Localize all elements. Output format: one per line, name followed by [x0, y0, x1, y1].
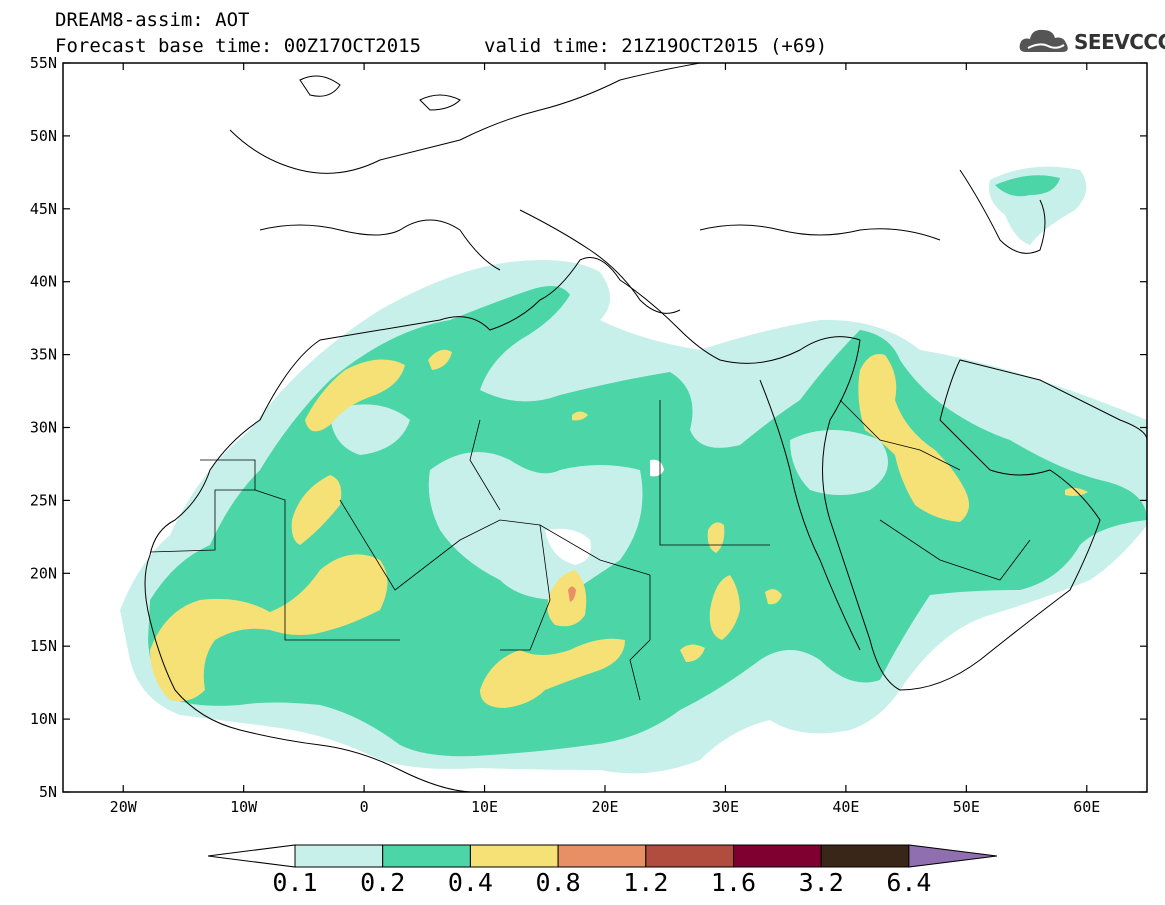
forecast-base-time: Forecast base time: 00Z17OCT2015 — [55, 35, 422, 57]
lon-label: 10W — [230, 798, 258, 816]
colorbar-box — [469, 844, 559, 868]
aot-clean-1 — [545, 528, 591, 565]
aot-high-sudan-2 — [709, 575, 740, 640]
lat-label: 25N — [30, 491, 57, 509]
lat-label: 40N — [30, 273, 57, 291]
lat-label: 45N — [30, 200, 57, 218]
aot-high-algeria — [305, 359, 405, 432]
colorbar-label: 1.2 — [623, 868, 668, 897]
lat-label: 15N — [30, 637, 57, 655]
coastlines — [144, 63, 1147, 792]
aot-field — [120, 63, 1147, 792]
axis-ticks — [63, 62, 1147, 793]
colorbar-low-arrow — [207, 844, 296, 868]
colorbar-high-arrow — [908, 844, 997, 868]
lon-label: 50E — [953, 798, 980, 816]
lat-label: 30N — [30, 419, 57, 437]
lat-label: 35N — [30, 346, 57, 364]
colorbar-label: 6.4 — [886, 868, 931, 897]
aot-low-pocket-1 — [428, 452, 643, 600]
seevccc-logo: SEEVCCC — [1018, 24, 1165, 60]
lon-label: 40E — [832, 798, 859, 816]
colorbar-box — [733, 844, 822, 868]
lon-label: 30E — [712, 798, 739, 816]
colorbar: 0.1 0.2 0.4 0.8 1.2 1.6 3.2 6.4 — [207, 844, 997, 897]
lon-label: 10E — [471, 798, 498, 816]
aot-high-arabia — [858, 354, 969, 522]
colorbar-label: 1.6 — [711, 868, 756, 897]
longitude-labels: 20W 10W 0 10E 20E 30E 40E 50E 60E — [110, 798, 1101, 816]
lat-label: 20N — [30, 564, 57, 582]
logo-text: SEEVCCC — [1074, 30, 1165, 54]
lon-label: 20E — [591, 798, 618, 816]
colorbar-box — [382, 844, 471, 868]
colorbar-box — [820, 844, 910, 868]
map-title: DREAM8-assim: AOT — [55, 9, 250, 31]
aot-contour-0.2 — [148, 286, 1147, 757]
aot-high-mauritania — [291, 475, 342, 545]
latitude-labels: 55N 50N 45N 40N 35N 30N 25N 20N 15N 10N 5N — [30, 54, 57, 801]
colorbar-label: 3.2 — [799, 868, 844, 897]
lat-label: 50N — [30, 127, 57, 145]
aot-contour-0.4 — [150, 349, 1088, 708]
lon-label: 0 — [360, 798, 369, 816]
aot-high-sudan-4 — [765, 589, 782, 605]
aot-contour-0.8 — [568, 586, 576, 602]
cloud-icon — [1019, 29, 1068, 52]
aot-high-libya — [572, 411, 588, 421]
lat-label: 55N — [30, 54, 57, 72]
colorbar-box — [645, 844, 734, 868]
aot-contour-0.2-caspian — [995, 175, 1060, 197]
lon-label: 60E — [1073, 798, 1100, 816]
valid-time: valid time: 21Z19OCT2015 (+69) — [484, 35, 828, 57]
aot-high-chad — [480, 638, 625, 708]
aot-low-pocket-2 — [790, 430, 888, 495]
colorbar-label: 0.8 — [536, 868, 581, 897]
aot-high-sudan-3 — [680, 644, 705, 662]
colorbar-box — [557, 844, 647, 868]
lon-label: 20W — [110, 798, 138, 816]
aot-high-tunisia — [428, 349, 452, 370]
lat-label: 10N — [30, 710, 57, 728]
colorbar-label: 0.1 — [272, 868, 317, 897]
colorbar-box — [294, 844, 384, 868]
country-borders — [149, 399, 1031, 701]
aot-low-pocket-3 — [330, 404, 410, 455]
aot-clean-2 — [650, 459, 664, 477]
colorbar-label: 0.2 — [360, 868, 405, 897]
colorbar-label: 0.4 — [448, 868, 493, 897]
lat-label: 5N — [39, 783, 57, 801]
aot-high-niger — [547, 570, 587, 627]
aot-high-west-africa — [150, 554, 388, 702]
